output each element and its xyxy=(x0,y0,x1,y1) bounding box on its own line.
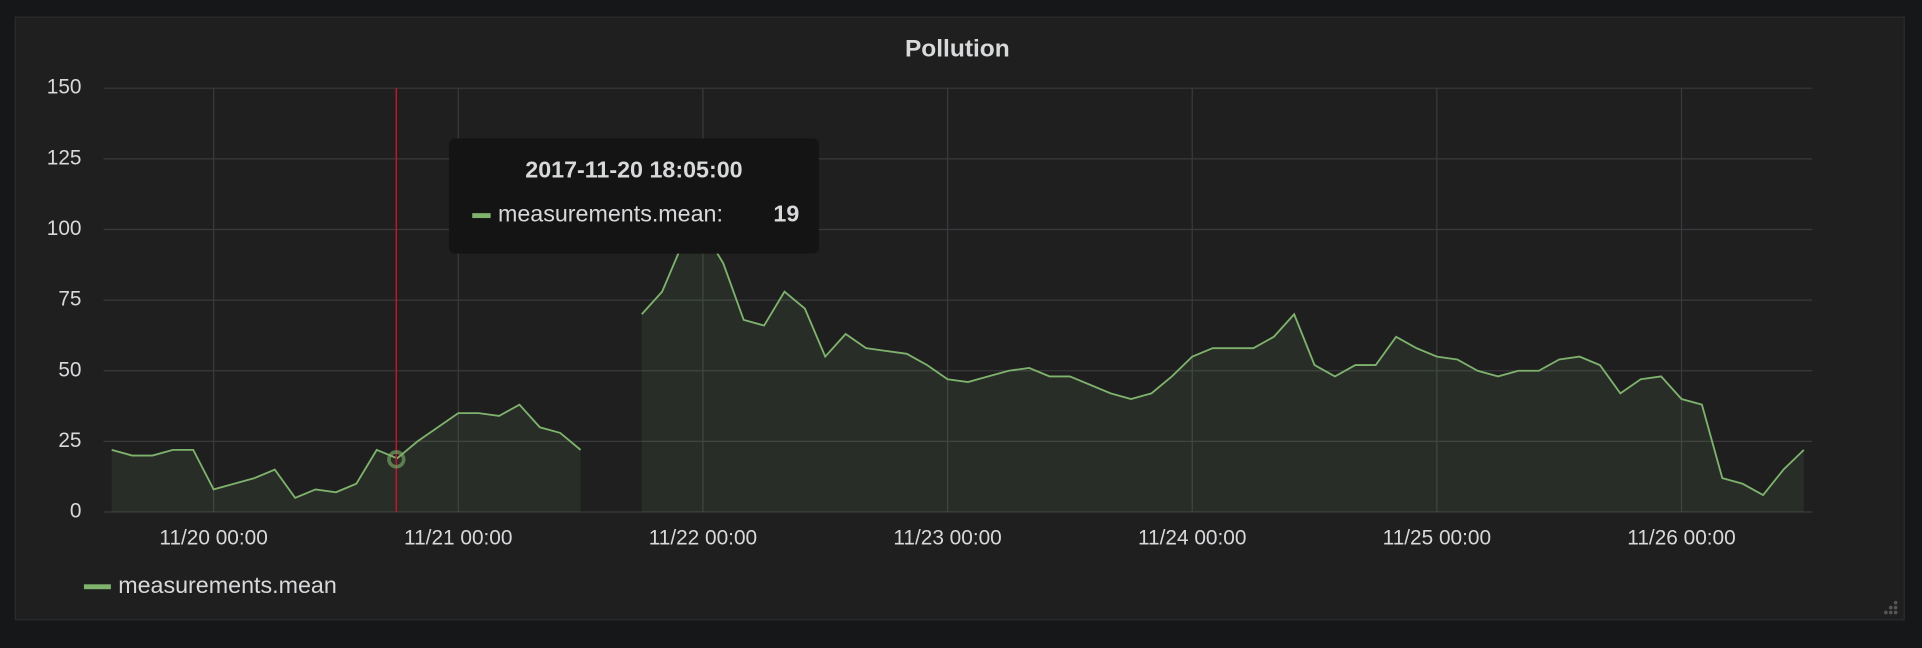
x-tick-label: 11/25 00:00 xyxy=(1383,526,1491,549)
y-tick-label: 150 xyxy=(47,76,82,99)
x-tick-label: 11/24 00:00 xyxy=(1138,526,1246,549)
tooltip-time: 2017-11-20 18:05:00 xyxy=(525,157,742,183)
y-tick-label: 125 xyxy=(47,146,82,169)
y-tick-label: 50 xyxy=(58,358,81,381)
line xyxy=(111,228,1805,500)
x-tick-label: 11/21 00:00 xyxy=(404,526,512,549)
hover-point xyxy=(387,450,406,469)
x-tick-label: 11/26 00:00 xyxy=(1627,526,1735,549)
tooltip-label: measurements.mean: xyxy=(498,201,723,227)
tooltip: 2017-11-20 18:05:00 measurements.mean: 1… xyxy=(448,138,819,254)
panel xyxy=(14,16,1905,621)
legend-swatch[interactable] xyxy=(83,584,111,590)
y-tick-label: 75 xyxy=(58,288,81,311)
y-tick-label: 25 xyxy=(58,429,81,452)
resize-handle[interactable] xyxy=(1884,600,1898,615)
legend-label[interactable]: measurements.mean xyxy=(118,572,337,598)
chart-title: Pollution xyxy=(905,36,1010,63)
x-tick-label: 11/20 00:00 xyxy=(159,526,267,549)
area xyxy=(641,229,1804,513)
x-tick-label: 11/22 00:00 xyxy=(649,526,757,549)
x-tick-label: 11/23 00:00 xyxy=(893,526,1001,549)
tooltip-box xyxy=(448,138,819,254)
tooltip-value: 19 xyxy=(773,201,799,227)
plot: 0 25 50 75 100 125 150 11/20 00:00 11/21 00:00 11… xyxy=(47,76,1813,549)
tooltip-swatch xyxy=(472,213,491,219)
y-tick-label: 100 xyxy=(47,217,82,240)
y-tick-label: 0 xyxy=(70,500,82,523)
